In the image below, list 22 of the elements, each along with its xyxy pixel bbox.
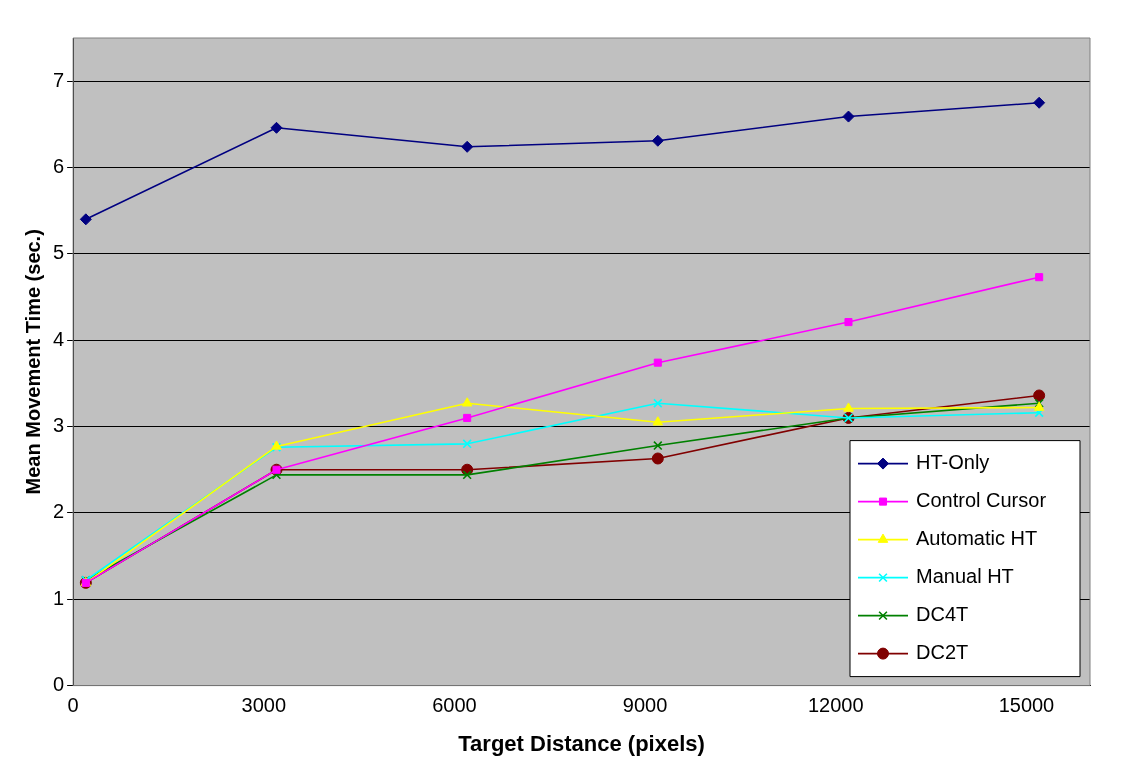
x-tick-label: 9000 xyxy=(622,694,668,717)
y-tick-label: 2 xyxy=(53,500,65,523)
legend-label: Automatic HT xyxy=(916,527,1038,550)
legend-label: HT-Only xyxy=(916,451,990,474)
y-tick-label: 3 xyxy=(53,414,65,437)
x-tick-label: 3000 xyxy=(241,694,287,717)
legend-label: DC2T xyxy=(916,641,969,664)
y-tick-label: 1 xyxy=(53,586,65,609)
y-tick-label: 7 xyxy=(53,68,65,91)
x-axis-title: Target Distance (pixels) xyxy=(458,730,705,756)
legend-label: Manual HT xyxy=(916,565,1014,588)
legend-label: Control Cursor xyxy=(916,489,1047,512)
legend-label: DC4T xyxy=(916,603,969,626)
x-tick-label: 15000 xyxy=(998,694,1055,717)
y-tick-label: 6 xyxy=(53,155,65,178)
x-tick-label: 6000 xyxy=(432,694,477,717)
y-tick-label: 4 xyxy=(53,327,65,350)
y-tick-label: 0 xyxy=(53,673,65,696)
y-tick-label: 5 xyxy=(53,241,65,264)
y-axis-title: Mean Movement Time (sec.) xyxy=(21,229,44,495)
x-tick-label: 0 xyxy=(67,694,79,717)
x-tick-label: 12000 xyxy=(807,694,864,717)
